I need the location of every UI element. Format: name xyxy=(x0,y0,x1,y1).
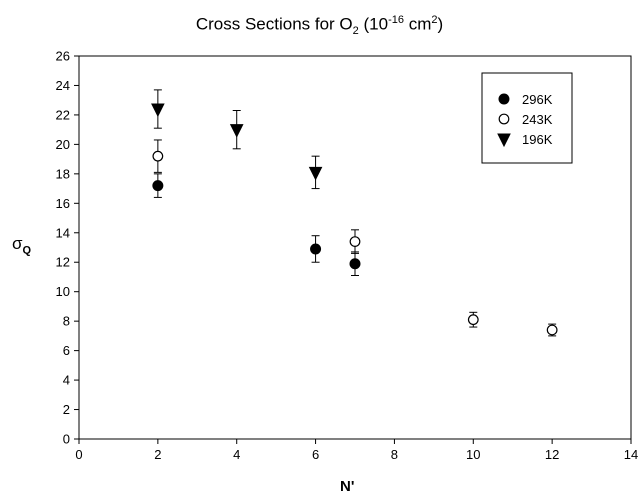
x-tick-label: 14 xyxy=(624,447,638,462)
y-tick-label: 8 xyxy=(63,314,70,329)
point-243k xyxy=(350,237,360,247)
y-tick-label: 16 xyxy=(56,196,70,211)
x-tick-label: 8 xyxy=(391,447,398,462)
y-tick-label: 10 xyxy=(56,284,70,299)
x-tick-label: 4 xyxy=(233,447,240,462)
point-196k xyxy=(231,125,243,137)
legend-label-296k: 296K xyxy=(522,92,553,107)
y-tick-label: 0 xyxy=(63,432,70,447)
point-296k xyxy=(311,244,321,254)
x-tick-label: 12 xyxy=(545,447,559,462)
point-296k xyxy=(153,181,163,191)
x-tick-label: 6 xyxy=(312,447,319,462)
x-tick-label: 2 xyxy=(154,447,161,462)
point-196k xyxy=(152,104,164,116)
y-tick-label: 12 xyxy=(56,255,70,270)
x-tick-label: 0 xyxy=(75,447,82,462)
legend-marker-296k xyxy=(499,94,509,104)
y-tick-label: 24 xyxy=(56,78,70,93)
y-tick-label: 6 xyxy=(63,343,70,358)
legend-marker-243k xyxy=(499,114,509,124)
y-tick-label: 26 xyxy=(56,49,70,64)
x-tick-label: 10 xyxy=(466,447,480,462)
point-296k xyxy=(350,259,360,269)
legend-label-196k: 196K xyxy=(522,132,553,147)
y-tick-label: 22 xyxy=(56,107,70,122)
y-tick-label: 4 xyxy=(63,373,70,388)
y-tick-label: 14 xyxy=(56,225,70,240)
legend-label-243k: 243K xyxy=(522,112,553,127)
y-tick-label: 20 xyxy=(56,137,70,152)
y-tick-label: 2 xyxy=(63,402,70,417)
point-243k xyxy=(153,151,163,161)
point-243k xyxy=(547,325,557,335)
point-243k xyxy=(468,315,478,325)
y-tick-label: 18 xyxy=(56,166,70,181)
point-196k xyxy=(310,167,322,179)
